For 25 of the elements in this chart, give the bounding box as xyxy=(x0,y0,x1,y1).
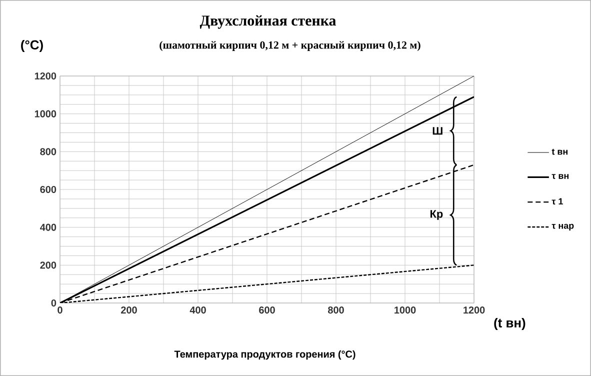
y-tick-label: 1000 xyxy=(34,110,56,118)
chart-subtitle: (шамотный кирпич 0,12 м + красный кирпич 0,12 м) xyxy=(160,41,420,51)
y-tick-label: 200 xyxy=(40,262,56,269)
x-tick-label: 400 xyxy=(190,306,206,314)
x-tick-label: 200 xyxy=(121,306,137,314)
x-tick-label: 800 xyxy=(328,306,344,314)
x-axis-title: Температура продуктов горения (°C) xyxy=(174,350,356,360)
x-tick-label: 600 xyxy=(259,306,275,314)
x-tick-label: 0 xyxy=(58,306,62,314)
annotation: Ш xyxy=(432,127,442,135)
text: (t вн) xyxy=(494,318,526,330)
legend-label: t вн xyxy=(552,148,568,155)
chart-title: Двухслойная стенка xyxy=(200,15,336,29)
annotation: Кр xyxy=(430,210,443,220)
y-tick-label: 600 xyxy=(40,186,56,194)
y-axis-title: (°C) xyxy=(21,40,43,52)
x-tick-label: 1000 xyxy=(394,306,416,314)
y-tick-label: 400 xyxy=(40,224,56,231)
y-tick-label: 800 xyxy=(40,148,56,156)
legend-label: τ нар xyxy=(552,224,574,231)
y-tick-label: 1200 xyxy=(34,72,56,80)
legend-label: τ 1 xyxy=(552,198,563,205)
y-tick-label: 0 xyxy=(51,299,56,307)
legend-label: τ вн xyxy=(552,174,569,179)
x-tick-label: 1200 xyxy=(464,306,485,314)
